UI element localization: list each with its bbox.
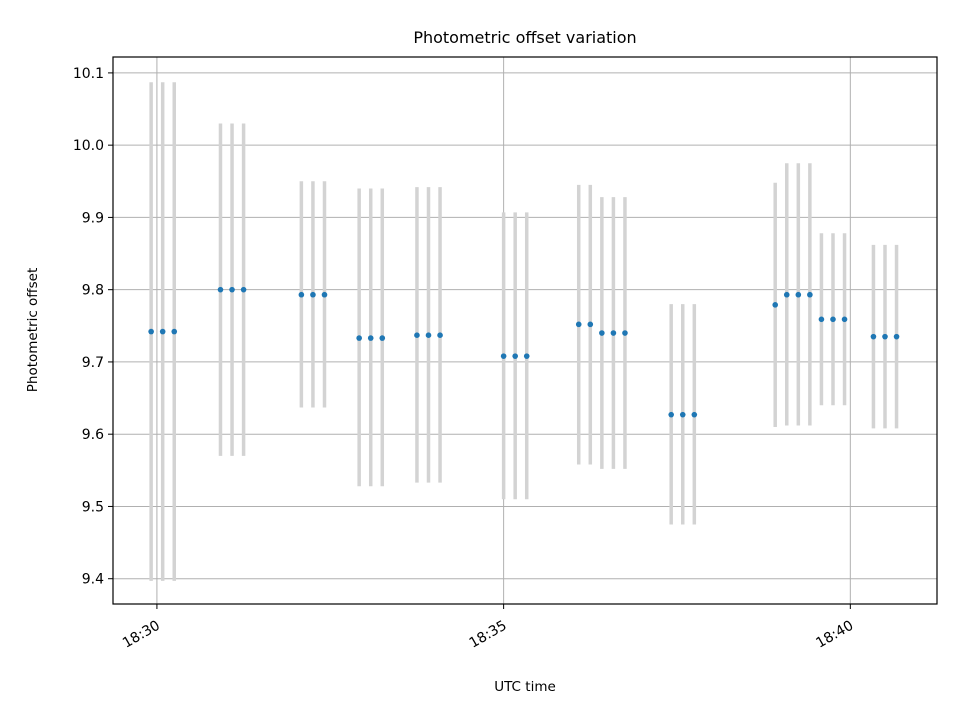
data-point — [610, 330, 617, 336]
y-tick-label: 9.9 — [82, 210, 104, 226]
y-tick-label: 9.8 — [82, 283, 104, 299]
data-point — [148, 328, 154, 335]
y-tick-label: 9.5 — [82, 499, 104, 515]
data-point — [783, 291, 790, 298]
chart-title: Photometric offset variation — [413, 28, 636, 47]
data-point — [841, 316, 848, 323]
data-point — [587, 321, 594, 328]
data-point — [500, 353, 507, 359]
data-point — [367, 335, 374, 341]
y-tick-label: 9.4 — [82, 572, 104, 588]
data-point — [622, 330, 628, 336]
data-points — [148, 286, 900, 418]
data-point — [512, 353, 518, 359]
y-axis-label: Photometric offset — [25, 268, 41, 392]
data-point — [437, 332, 443, 338]
data-point — [882, 333, 888, 340]
data-point — [310, 291, 316, 298]
data-point — [425, 332, 432, 338]
data-point — [159, 328, 166, 335]
data-point — [807, 291, 813, 298]
data-point — [870, 333, 877, 340]
y-tick-label: 10.1 — [73, 66, 104, 82]
data-point — [217, 286, 224, 293]
data-point — [414, 332, 420, 338]
data-point — [679, 411, 686, 418]
data-point — [523, 353, 530, 359]
data-point — [893, 333, 900, 340]
data-point — [599, 330, 605, 336]
data-point — [321, 291, 328, 298]
y-tick-label: 9.6 — [82, 427, 104, 443]
data-point — [772, 302, 779, 308]
data-point — [818, 316, 825, 323]
data-point — [668, 411, 674, 418]
data-point — [830, 316, 836, 323]
data-point — [240, 286, 247, 293]
data-point — [171, 328, 178, 335]
x-axis-label: UTC time — [494, 679, 556, 695]
data-point — [298, 291, 305, 298]
plot-frame — [112, 56, 938, 605]
data-point — [379, 335, 386, 341]
y-tick-label: 10.0 — [73, 138, 104, 154]
data-point — [691, 411, 698, 418]
data-point — [229, 286, 235, 293]
data-point — [356, 335, 362, 341]
data-point — [575, 321, 582, 328]
y-tick-label: 9.7 — [82, 355, 104, 371]
data-point — [795, 291, 802, 298]
